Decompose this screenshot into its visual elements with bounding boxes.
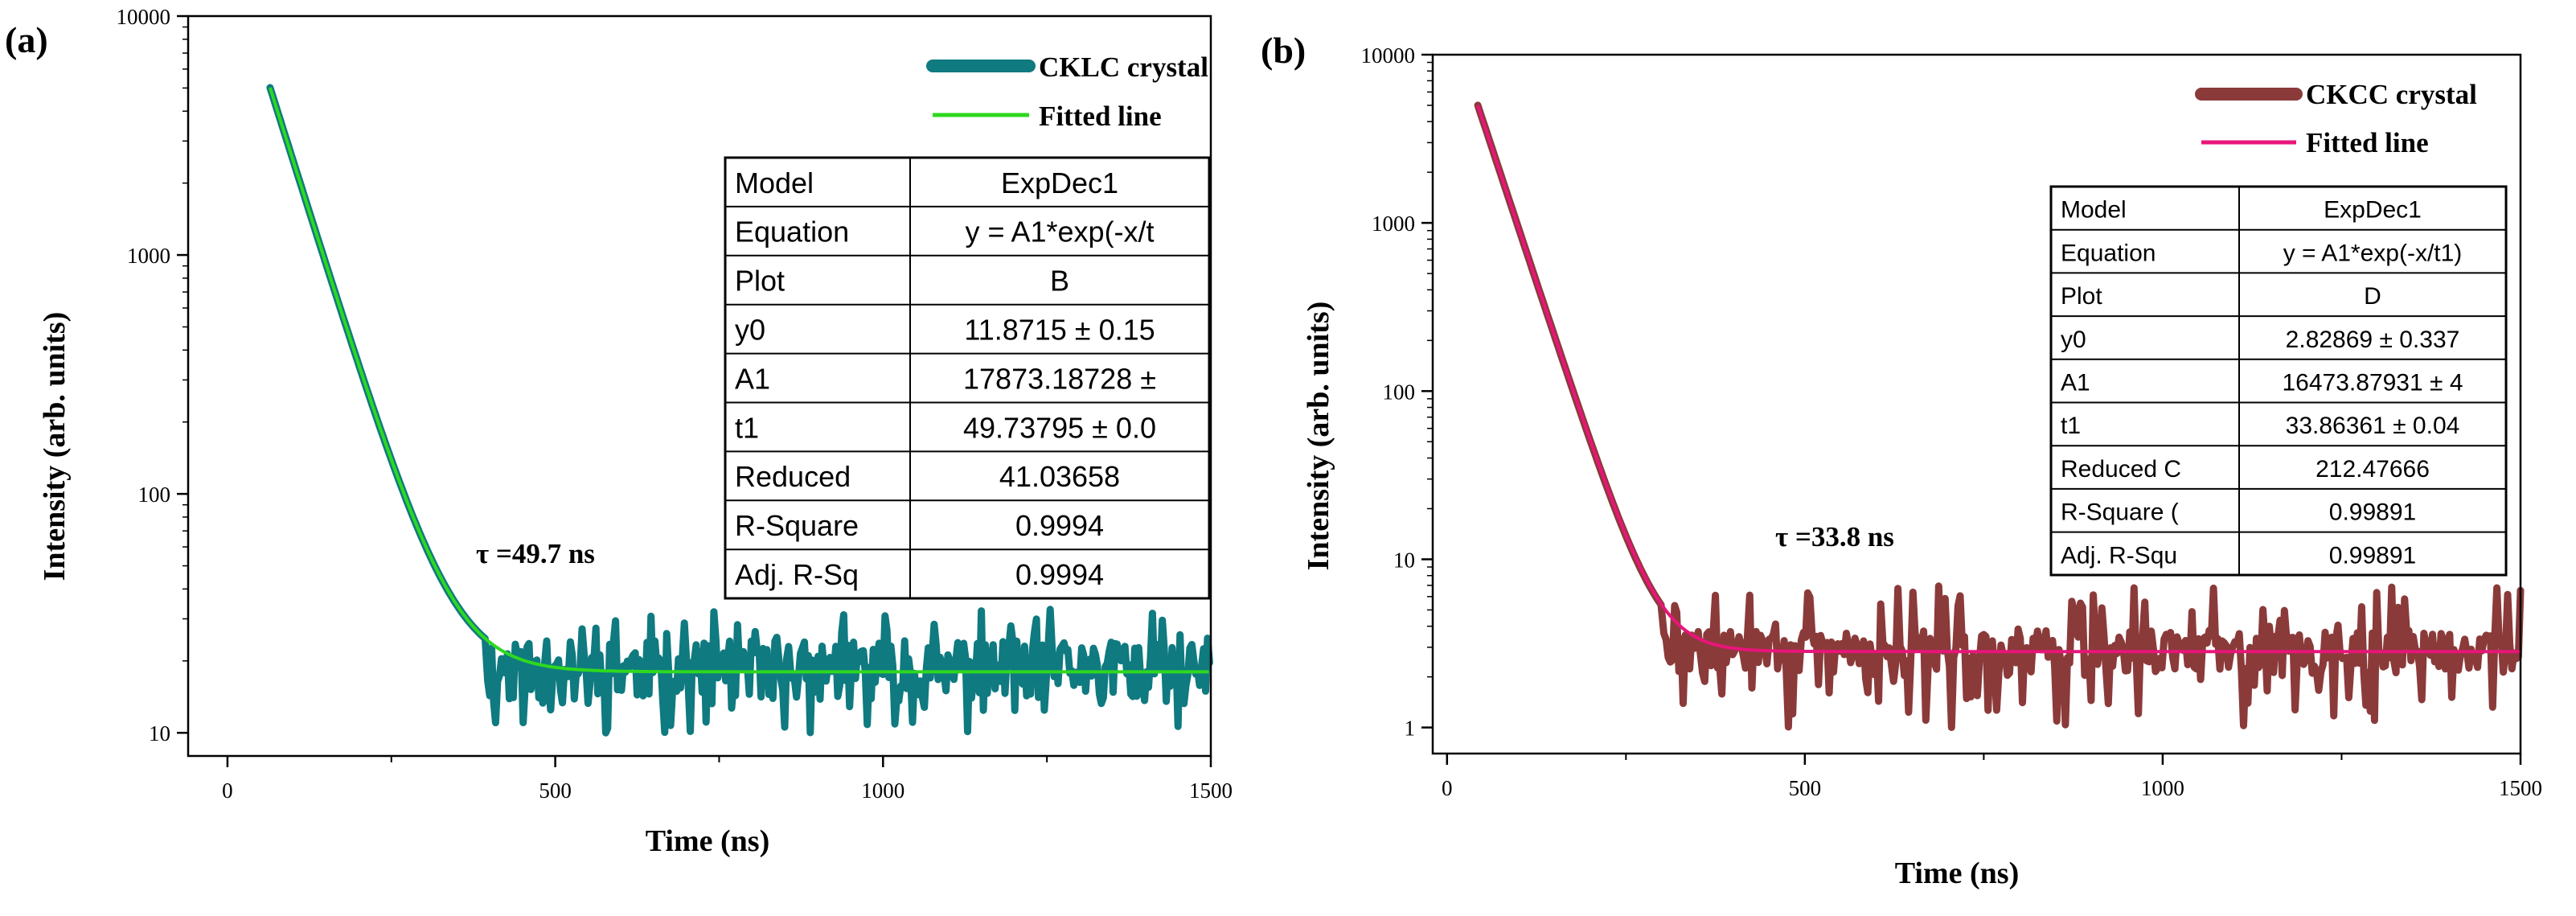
panel-a: (a) 0 500 1000 1500 10 100 1000 10000 Intensity… [5,5,1233,858]
y-axis-label-a: Intensity (arb. units) [38,312,72,581]
y-tick-label-a-1000: 1000 [127,244,170,268]
fit-table-a-param-name: Adj. R-Sq [735,558,859,591]
legend-label-ckcc-crystal: CKCC crystal [2306,79,2477,110]
tau-annotation-a: τ =49.7 ns [476,538,595,569]
fit-table-a-param-name: t1 [735,411,759,444]
plot-area-a: 0 500 1000 1500 10 100 1000 10000 [117,5,1233,803]
x-tick-label-b-1000: 1000 [2141,776,2184,800]
fit-table-b-param-value: y = A1*exp(-x/t1) [2283,240,2463,266]
axes-frame-a [187,14,1212,758]
fit-table-b-param-value: 16473.87931 ± 4 [2283,369,2463,396]
fit-table-b-header-value: ExpDec1 [2324,197,2422,224]
fit-table-a-param-value: 17873.18728 ± [963,362,1156,395]
panel-label-b: (b) [1261,30,1306,71]
y-tick-label-b-10000: 10000 [1361,43,1416,68]
x-tick-label-a-0: 0 [222,778,233,803]
legend-label-fitted-line-b: Fitted line [2306,127,2429,158]
x-tick-label-b-500: 500 [1789,776,1822,800]
fit-table-b-param-name: y0 [2061,327,2086,353]
x-tick-label-b-1500: 1500 [2499,776,2542,800]
fit-table-a-param-name: R-Square [735,509,859,542]
legend-label-cklc-crystal: CKLC crystal [1039,51,1208,83]
fit-table-b-frame [2049,185,2508,577]
fit-table-b-param-name: Adj. R-Squ [2061,542,2177,569]
fit-table-a-header-name: Model [735,166,814,199]
fit-table-a-param-value: 49.73795 ± 0.0 [963,411,1156,444]
fit-table-b-param-value: 0.99891 [2329,499,2416,526]
legend-b: CKCC crystal Fitted line [2195,79,2477,158]
fit-table-a-param-name: A1 [735,362,770,395]
y-tick-label-a-10000: 10000 [117,5,171,29]
fit-table-a-param-name: Equation [735,216,849,249]
fit-table-b-param-value: D [2364,283,2381,310]
fit-table-b-param-value: 2.82869 ± 0.337 [2286,327,2460,353]
x-tick-label-b-0: 0 [1442,776,1453,800]
fit-table-a-param-name: Reduced [735,460,851,493]
fit-table-a-param-value: 0.9994 [1015,558,1104,591]
legend-a: CKLC crystal Fitted line [926,51,1208,132]
x-tick-label-a-1500: 1500 [1189,778,1233,803]
y-tick-label-b-1000: 1000 [1372,212,1415,236]
x-axis-label-a: Time (ns) [646,824,769,858]
fit-table-b-param-name: A1 [2061,369,2090,396]
fit-table-a-param-value: y = A1*exp(-x/t [965,216,1154,249]
fit-table-a-param-value: B [1050,265,1069,298]
panel-label-a: (a) [5,19,48,60]
fit-table-a-header-value: ExpDec1 [1001,166,1118,199]
y-tick-label-b-1: 1 [1405,717,1416,741]
fit-table-a-param-name: y0 [735,314,765,347]
y-tick-label-a-100: 100 [138,483,171,507]
fit-table-a-param-value: 41.03658 [999,460,1120,493]
legend-label-fitted-line-a: Fitted line [1039,101,1162,132]
axes-frame-b [1431,53,2522,755]
fit-table-b-param-value: 0.99891 [2329,542,2416,569]
fit-table-a: Model ExpDec1 Equation y = A1*exp(-x/t Plot B… [724,156,1211,600]
fit-table-b-param-value: 33.86361 ± 0.04 [2286,413,2460,439]
series-line-a-fit [268,87,1209,674]
panel-b: (b) 0 500 1000 1500 1 10 100 1000 10000 Intensit… [1261,30,2542,890]
fit-table-b-param-name: R-Square ( [2061,499,2179,526]
fit-table-a-param-name: Plot [735,265,785,298]
fit-table-b-param-name: t1 [2061,413,2081,439]
y-axis-label-b: Intensity (arb. units) [1302,302,1335,571]
fit-table-b-param-name: Equation [2061,240,2156,266]
series-line-b-data [1474,101,2525,731]
y-tick-label-b-10: 10 [1393,548,1415,572]
fit-table-b-header-name: Model [2061,197,2127,224]
fit-table-b-param-value: 212.47666 [2316,456,2430,483]
series-line-b-fit [1476,105,2521,654]
fit-table-a-frame [724,156,1211,600]
x-tick-label-a-1000: 1000 [861,778,904,803]
fit-table-b-param-name: Plot [2061,283,2102,310]
fit-table-a-param-value: 0.9994 [1015,509,1104,542]
y-tick-label-a-10: 10 [149,721,170,746]
fit-table-b-param-name: Reduced C [2061,456,2181,483]
x-axis-label-b: Time (ns) [1895,856,2019,890]
tau-annotation-b: τ =33.8 ns [1775,521,1894,552]
plot-area-b: 0 500 1000 1500 1 10 100 1000 10000 [1361,43,2543,800]
y-tick-label-b-100: 100 [1383,380,1416,404]
fit-table-a-param-value: 11.8715 ± 0.15 [964,314,1155,347]
x-tick-label-a-500: 500 [539,778,572,803]
fit-table-b: Model ExpDec1 Equation y = A1*exp(-x/t1) Plo… [2049,185,2508,577]
